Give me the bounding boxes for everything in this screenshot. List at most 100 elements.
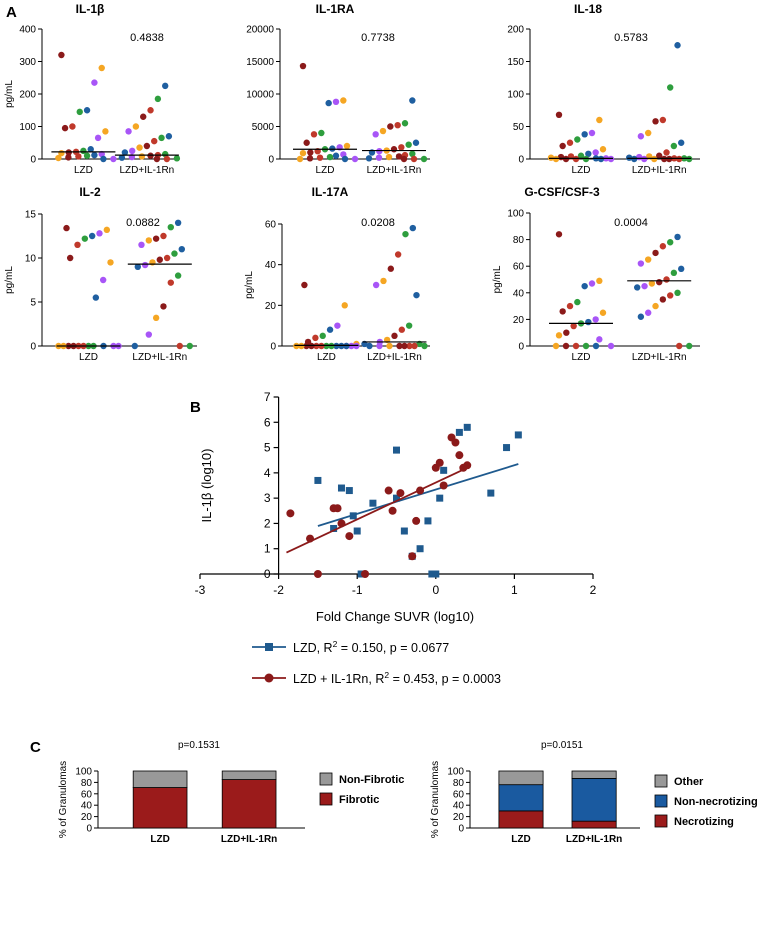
data-point — [596, 336, 603, 343]
y-tick-label: 15000 — [246, 57, 274, 68]
data-point — [585, 150, 592, 157]
data-point — [405, 141, 412, 148]
data-point — [328, 342, 335, 350]
b-x-tick-label: -2 — [273, 583, 284, 597]
data-point — [91, 79, 98, 86]
x-category-label: LZD+IL-1Rn — [120, 165, 175, 176]
data-point — [667, 239, 674, 246]
data-point — [186, 342, 193, 350]
lzd-point — [345, 487, 353, 495]
data-point — [83, 107, 91, 114]
data-point — [667, 292, 674, 299]
y-tick-label: 50 — [513, 122, 525, 133]
stacked-bar-segment — [571, 820, 617, 829]
data-point — [626, 154, 633, 161]
data-point — [167, 224, 174, 231]
combo-point — [306, 534, 315, 543]
data-point — [562, 342, 570, 350]
data-point — [599, 146, 607, 153]
data-point — [353, 342, 360, 350]
data-point — [596, 116, 603, 124]
data-point — [592, 342, 600, 350]
lzd-point — [487, 489, 495, 497]
data-point — [332, 152, 340, 159]
data-point — [74, 241, 81, 248]
data-point — [659, 296, 667, 303]
data-point — [326, 153, 334, 161]
data-point — [411, 342, 418, 350]
y-tick-label: 10 — [25, 254, 37, 265]
data-point — [99, 276, 107, 284]
data-point — [385, 153, 393, 161]
data-point — [167, 279, 174, 286]
data-point — [410, 155, 418, 163]
data-point — [366, 342, 373, 350]
data-point — [641, 282, 648, 290]
data-point — [141, 261, 149, 269]
data-point — [143, 142, 151, 150]
y-tick-label: 0 — [268, 155, 274, 166]
data-point — [670, 142, 678, 150]
legend-label: Other — [674, 776, 704, 788]
data-point — [652, 249, 659, 257]
y-tick-label: 200 — [507, 25, 524, 36]
data-point — [552, 155, 560, 163]
data-point — [61, 124, 69, 132]
panel-letter-b: B — [190, 399, 201, 416]
data-point — [96, 230, 103, 237]
c-y-tick-label: 80 — [453, 778, 465, 789]
data-point — [552, 342, 560, 350]
data-point — [663, 276, 670, 283]
data-point — [674, 289, 681, 296]
data-point — [107, 259, 114, 266]
data-point — [372, 131, 379, 138]
data-point — [674, 42, 681, 49]
c-y-tick-label: 40 — [453, 801, 465, 812]
data-point — [102, 128, 109, 135]
data-point — [379, 127, 387, 135]
data-point — [387, 123, 394, 130]
data-point — [395, 153, 403, 160]
data-point — [151, 137, 158, 145]
data-point — [376, 342, 383, 350]
p-value: 0.7738 — [361, 32, 395, 44]
data-point — [663, 149, 670, 156]
data-point — [66, 254, 74, 262]
b-y-tick-label: 6 — [264, 415, 271, 429]
data-point — [599, 309, 607, 316]
data-point — [413, 291, 420, 299]
y-tick-label: 5000 — [252, 122, 275, 133]
data-point — [405, 322, 413, 329]
c-y-tick-label: 20 — [453, 812, 465, 823]
c-y-tick-label: 0 — [458, 824, 464, 835]
data-point — [398, 326, 406, 333]
legend-label: LZD, R2 = 0.150, p = 0.0677 — [293, 639, 449, 655]
c-title: p=0.1531 — [178, 740, 220, 751]
data-point — [401, 120, 409, 127]
data-point — [394, 251, 402, 258]
data-point — [138, 153, 146, 160]
x-category-label: LZD+IL-1Rn — [632, 352, 687, 363]
data-point — [574, 136, 581, 143]
combo-point — [337, 519, 346, 528]
b-x-axis-label: Fold Change SUVR (log10) — [316, 609, 474, 624]
legend-label: Fibrotic — [339, 794, 379, 806]
c-y-tick-label: 40 — [81, 801, 93, 812]
data-point — [394, 122, 401, 129]
data-point — [134, 263, 141, 270]
data-point — [343, 142, 351, 150]
combo-point — [435, 458, 444, 467]
legend-label: LZD + IL-1Rn, R2 = 0.453, p = 0.0003 — [293, 670, 501, 686]
data-point — [154, 95, 162, 103]
y-tick-label: 60 — [513, 262, 525, 273]
data-point — [559, 142, 566, 150]
data-point — [572, 155, 580, 163]
lzd-point — [455, 428, 463, 436]
data-point — [555, 332, 563, 339]
legend-swatch — [319, 792, 333, 806]
combo-point — [396, 489, 405, 498]
b-y-tick-label: 3 — [264, 491, 271, 505]
data-point — [645, 129, 652, 137]
b-x-tick-label: 1 — [511, 583, 518, 597]
